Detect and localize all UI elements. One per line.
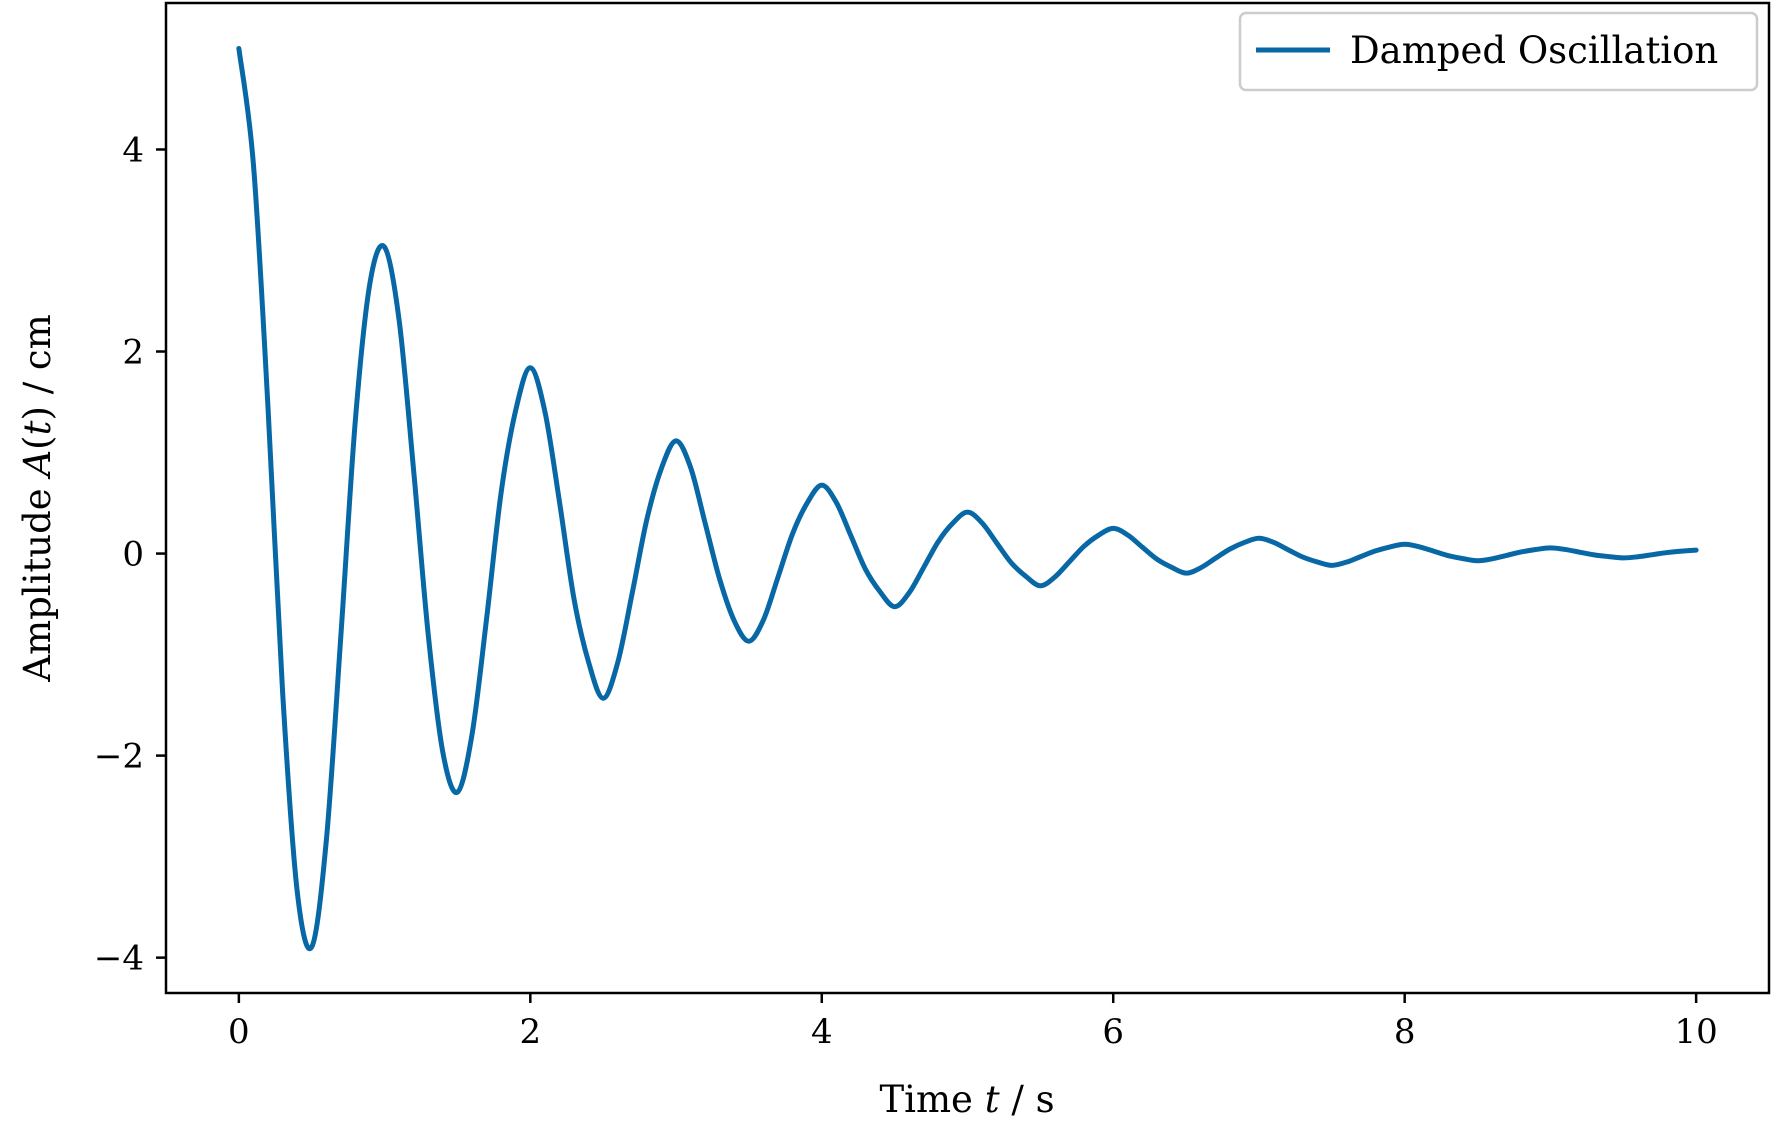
series-line-damped-oscillation — [236, 45, 1699, 952]
x-tick-label: 8 — [1394, 1012, 1416, 1052]
x-tick-label: 2 — [519, 1012, 541, 1052]
y-axis-ticks: −4 −2 0 2 4 — [94, 130, 166, 979]
x-axis-ticks: 0 2 4 6 8 10 — [228, 993, 1718, 1052]
legend: Damped Oscillation — [1238, 11, 1759, 92]
legend-label-damped-oscillation: Damped Oscillation — [1350, 29, 1718, 72]
x-axis-title: Time t / s — [879, 1078, 1054, 1121]
y-tick-label: −4 — [94, 939, 144, 979]
x-tick-label: 4 — [811, 1012, 833, 1052]
y-tick-label: 0 — [122, 535, 144, 575]
x-tick-label: 0 — [228, 1012, 250, 1052]
y-axis-title: Amplitude A(t) / cm — [16, 314, 59, 682]
y-tick-label: 2 — [122, 333, 144, 373]
y-tick-label: 4 — [122, 130, 144, 170]
legend-box — [1238, 11, 1759, 92]
plot-area-frame — [164, 1, 1771, 995]
x-tick-label: 10 — [1675, 1012, 1718, 1052]
x-tick-label: 6 — [1102, 1012, 1124, 1052]
y-tick-label: −2 — [94, 737, 144, 777]
